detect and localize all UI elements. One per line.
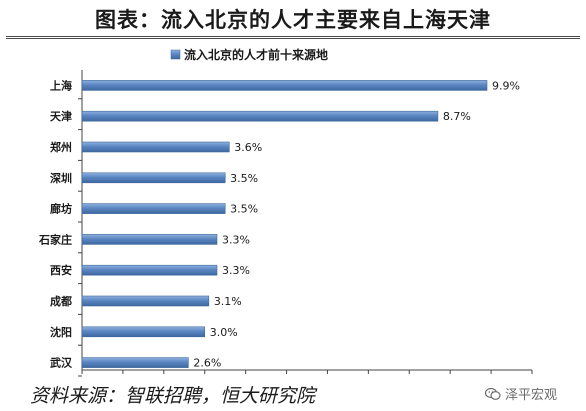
- bar: [81, 264, 218, 276]
- data-label: 8.7%: [443, 110, 471, 123]
- watermark: 泽平宏观: [484, 384, 558, 403]
- data-label: 3.5%: [230, 203, 258, 216]
- data-label: 3.3%: [222, 233, 250, 246]
- data-label: 3.6%: [234, 141, 262, 154]
- data-label: 9.9%: [492, 79, 520, 92]
- bar: [81, 326, 206, 338]
- title-rule-bottom: [6, 38, 580, 39]
- category-label: 石家庄: [38, 232, 72, 246]
- title-rule-top: [6, 36, 580, 37]
- bar: [81, 203, 226, 214]
- category-label: 沈阳: [50, 325, 72, 339]
- category-label: 天津: [50, 109, 72, 123]
- bar: [81, 295, 210, 307]
- bar: [81, 80, 488, 91]
- data-label: 3.0%: [210, 326, 238, 339]
- data-label: 3.5%: [230, 172, 258, 185]
- source-note: 资料来源：智联招聘，恒大研究院: [30, 385, 316, 407]
- category-label: 上海: [50, 78, 72, 92]
- category-label: 深圳: [50, 171, 72, 185]
- category-label: 武汉: [50, 356, 73, 370]
- bar: [81, 172, 226, 184]
- legend-swatch: [170, 49, 181, 60]
- page-title: 图表：流入北京的人才主要来自上海天津: [95, 7, 491, 32]
- category-label: 廊坊: [50, 202, 72, 216]
- data-label: 3.3%: [222, 264, 250, 277]
- data-label: 3.1%: [214, 295, 242, 308]
- legend-label: 流入北京的人才前十来源地: [184, 47, 328, 62]
- bar: [81, 110, 439, 122]
- bar: [81, 234, 218, 245]
- watermark-text: 泽平宏观: [505, 388, 558, 403]
- wechat-icon: [484, 387, 501, 401]
- data-label: 2.6%: [193, 357, 221, 370]
- bar: [81, 357, 189, 368]
- category-label: 西安: [50, 263, 72, 277]
- bar-chart: 流入北京的人才前十来源地0%1%2%3%4%5%6%7%8%9%10%11%上海…: [38, 47, 533, 377]
- category-label: 成都: [50, 294, 72, 308]
- bar: [81, 141, 230, 153]
- category-label: 郑州: [50, 140, 72, 154]
